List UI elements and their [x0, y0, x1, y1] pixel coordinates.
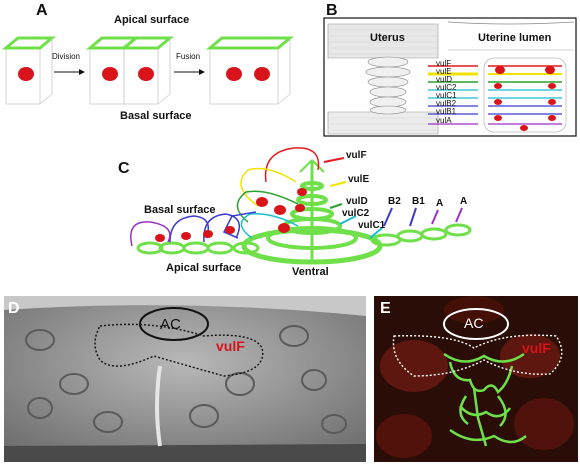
- left-cell-chain: [130, 213, 260, 255]
- vulc2-label-c: vulC2: [342, 208, 370, 219]
- vule-label-c: vulE: [348, 174, 370, 185]
- ring-label-vulb1: vulB1: [436, 107, 457, 116]
- a-label-1: A: [436, 198, 444, 209]
- b2-label: B2: [388, 196, 401, 207]
- vulf-label-d: vulF: [216, 338, 245, 354]
- a-label-2: A: [460, 196, 468, 207]
- uterus-sketch: [327, 21, 575, 135]
- division-label: Division: [52, 52, 81, 61]
- ring-legend-bars: [428, 65, 478, 125]
- panel-a-drawing: [1, 36, 295, 105]
- panel-c: C: [0, 142, 580, 292]
- uterus-title: Uterus: [370, 32, 405, 44]
- gfp-junctions: [443, 352, 527, 447]
- panel-c-label: C: [118, 160, 130, 177]
- ring-label-vulf: vulF: [436, 59, 452, 68]
- ring-label-vula: vulA: [436, 116, 452, 125]
- ring-label-vulb2: vulB2: [436, 99, 457, 108]
- ring-label-vulc1: vulC1: [436, 91, 457, 100]
- ring-label-vulc2: vulC2: [436, 83, 457, 92]
- ring-label-vuld: vulD: [436, 75, 453, 84]
- panel-d: D AC vulF: [4, 296, 366, 462]
- right-cell-chain: [370, 223, 472, 247]
- panel-d-label: D: [8, 300, 20, 317]
- apical-surface-label: Apical surface: [114, 14, 190, 26]
- cell-box-2: [85, 36, 175, 105]
- panel-b-drawing: [323, 17, 577, 137]
- vulf-outline-d: [94, 323, 264, 377]
- basal-surface-label-c: Basal surface: [144, 204, 216, 216]
- panel-a: A Apical surface Basal surface Division …: [0, 0, 300, 140]
- uterine-lumen-title: Uterine lumen: [478, 32, 552, 44]
- vulc1-label-c: vulC1: [358, 220, 386, 231]
- panel-e-fluorescence: [374, 296, 578, 462]
- vulf-label-c: vulF: [346, 150, 367, 161]
- ac-circle-e: [443, 308, 509, 340]
- panel-d-micrograph: [4, 296, 366, 462]
- apical-surface-label-c: Apical surface: [166, 262, 242, 274]
- vuld-label-c: vulD: [346, 196, 368, 207]
- ac-circle-d: [139, 307, 209, 341]
- panel-b-label: B: [326, 2, 338, 19]
- vulf-label-e: vulF: [522, 340, 551, 356]
- ac-label-d: AC: [160, 316, 181, 333]
- fusion-label: Fusion: [176, 52, 201, 61]
- vulva-ring-stack: [483, 57, 567, 133]
- cell-box-1: [1, 36, 57, 105]
- ventral-label: Ventral: [292, 266, 329, 278]
- basal-surface-label: Basal surface: [120, 110, 192, 122]
- ring-label-vule: vulE: [436, 67, 452, 76]
- panel-a-label: A: [36, 2, 48, 19]
- panel-e-label: E: [380, 300, 391, 317]
- panel-b: B: [318, 0, 580, 140]
- b1-label: B1: [412, 196, 425, 207]
- panel-e: E AC vulF: [374, 296, 578, 462]
- vulf-outline-e: [392, 334, 563, 377]
- cell-box-3: [205, 36, 295, 105]
- panel-c-drawing: [130, 147, 472, 265]
- ac-label-e: AC: [464, 315, 484, 331]
